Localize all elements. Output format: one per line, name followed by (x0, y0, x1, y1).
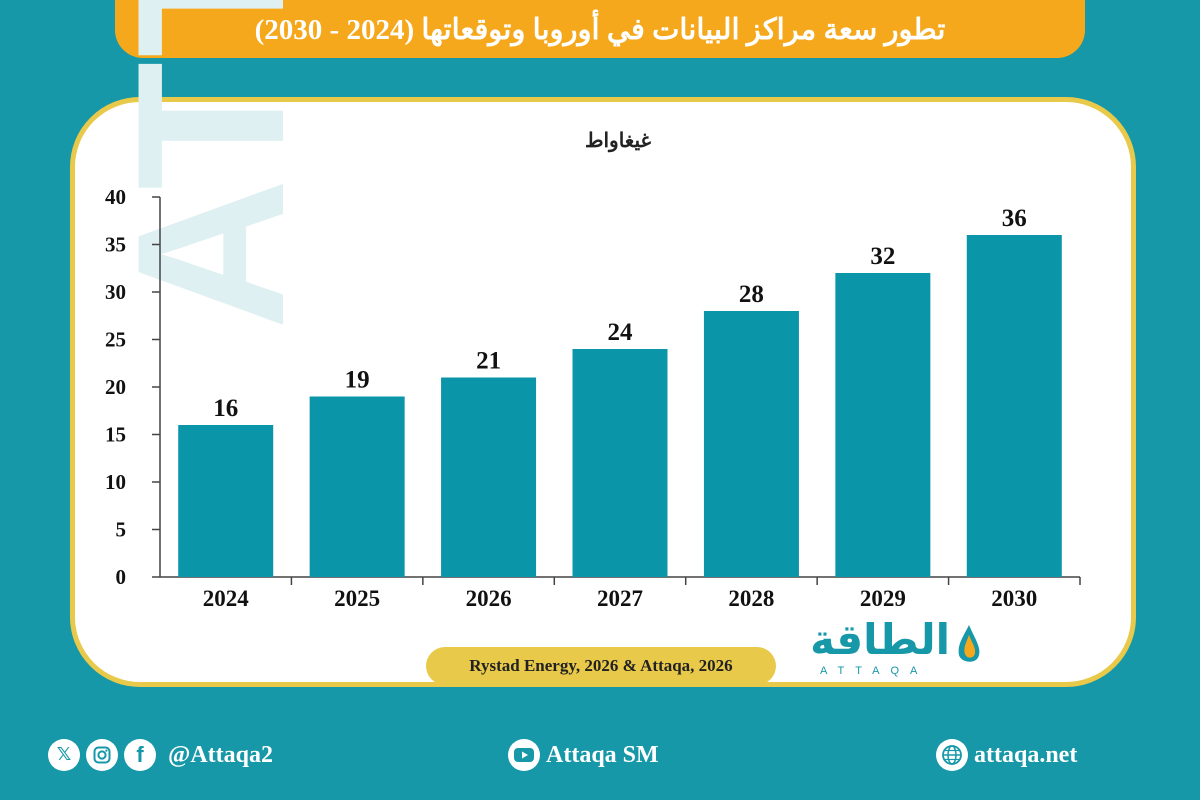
chart-title: تطور سعة مراكز البيانات في أوروبا وتوقعا… (254, 13, 946, 46)
x-tick-label: 2029 (860, 586, 906, 611)
chart-title-banner: تطور سعة مراكز البيانات في أوروبا وتوقعا… (115, 0, 1085, 58)
brand-arabic-name: الطاقة (810, 615, 950, 664)
bar (966, 235, 1062, 577)
y-tick-label: 5 (116, 518, 127, 542)
y-tick-label: 30 (105, 280, 126, 304)
y-axis-unit-label: غيغاواط (585, 130, 651, 152)
bar (572, 349, 668, 577)
footer-social: 𝕏 f @Attaqa2 (48, 735, 273, 775)
flame-drop-icon (958, 625, 980, 662)
footer-website: attaqa.net (936, 735, 1077, 775)
bar (441, 377, 537, 577)
bar-value-label: 36 (1002, 205, 1027, 232)
y-tick-label: 35 (105, 233, 126, 257)
x-icon[interactable]: 𝕏 (48, 739, 80, 771)
y-tick-label: 20 (105, 375, 126, 399)
x-tick-label: 2028 (728, 586, 774, 611)
x-tick-label: 2024 (203, 586, 250, 611)
attaqa-logo: الطاقة ATTAQA (800, 615, 990, 685)
y-tick-label: 40 (105, 185, 126, 209)
social-handle[interactable]: @Attaqa2 (168, 741, 273, 768)
bar (178, 425, 274, 577)
y-tick-label: 10 (105, 470, 126, 494)
bar (703, 311, 799, 577)
bar-value-label: 21 (476, 348, 501, 375)
bar (835, 273, 931, 577)
y-tick-label: 25 (105, 328, 126, 352)
facebook-icon[interactable]: f (124, 739, 156, 771)
x-tick-label: 2025 (334, 586, 380, 611)
bar-value-label: 24 (608, 319, 634, 346)
bar-value-label: 19 (345, 367, 370, 394)
y-tick-label: 15 (105, 423, 126, 447)
bar-value-label: 28 (739, 281, 764, 308)
x-tick-label: 2026 (466, 586, 512, 611)
youtube-channel[interactable]: Attaqa SM (546, 741, 659, 768)
website-url[interactable]: attaqa.net (974, 741, 1078, 768)
globe-icon[interactable] (936, 739, 968, 771)
source-pill: Rystad Energy, 2026 & Attaqa, 2026 (426, 647, 776, 685)
footer-youtube: Attaqa SM (508, 735, 659, 775)
x-tick-label: 2027 (597, 586, 643, 611)
instagram-icon[interactable] (86, 739, 118, 771)
x-tick-label: 2030 (991, 586, 1037, 611)
bar (309, 396, 405, 577)
bar-value-label: 32 (870, 243, 895, 270)
y-tick-label: 0 (116, 565, 127, 589)
brand-latin-name: ATTAQA (820, 665, 929, 677)
source-text: Rystad Energy, 2026 & Attaqa, 2026 (469, 656, 733, 675)
bar-value-label: 16 (213, 395, 238, 422)
youtube-icon[interactable] (508, 739, 540, 771)
